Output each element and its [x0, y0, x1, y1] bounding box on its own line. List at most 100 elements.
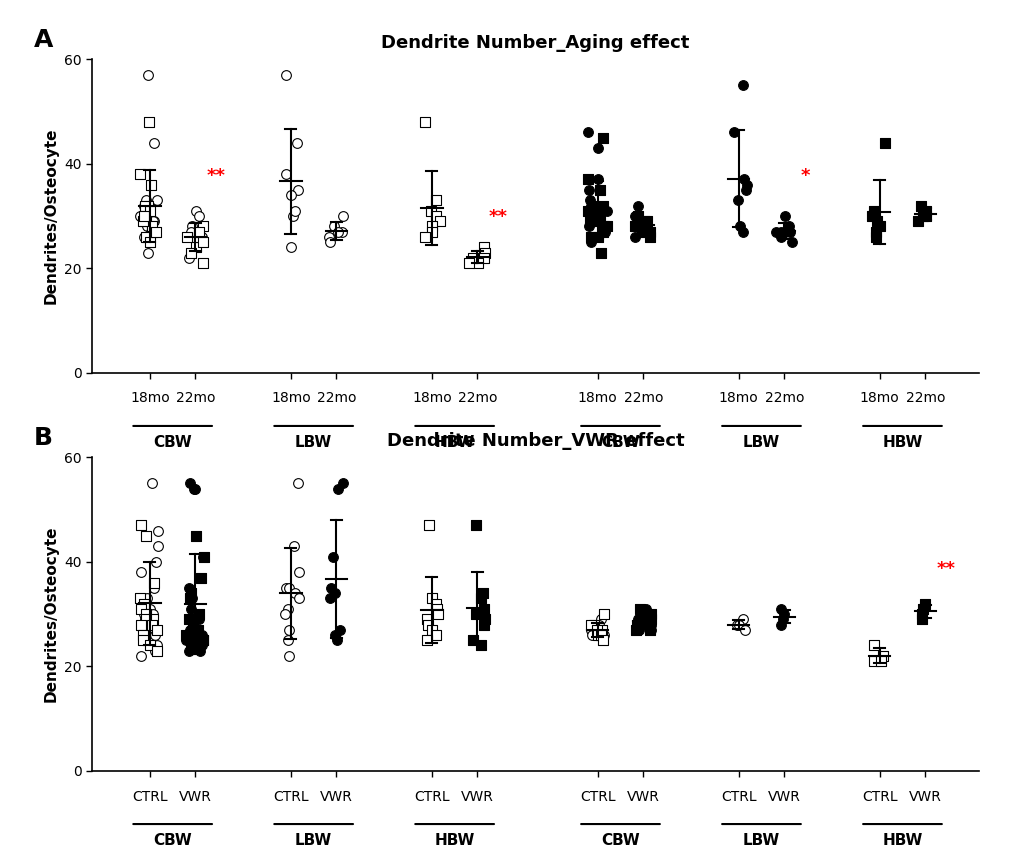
- Point: [182, 224, 199, 238]
- Text: HBW: HBW: [881, 435, 922, 451]
- Point: [142, 602, 158, 616]
- Point: [475, 241, 491, 254]
- Text: 18mo: 18mo: [859, 391, 899, 406]
- Point: [133, 209, 150, 223]
- Point: [137, 199, 153, 213]
- Point: [772, 230, 789, 244]
- Point: [865, 204, 881, 218]
- Point: [427, 209, 443, 223]
- Point: [736, 623, 752, 637]
- Point: [596, 224, 612, 238]
- Point: [582, 617, 598, 631]
- Point: [182, 602, 199, 616]
- Point: [321, 235, 337, 249]
- Point: [584, 214, 600, 228]
- Point: [138, 529, 154, 543]
- Point: [194, 628, 210, 642]
- Point: [147, 644, 163, 657]
- Point: [586, 230, 602, 244]
- Point: [477, 612, 493, 626]
- Point: [182, 246, 199, 259]
- Point: [195, 634, 211, 647]
- Point: [141, 204, 157, 218]
- Point: [191, 209, 207, 223]
- Point: [138, 612, 154, 626]
- Point: [140, 204, 156, 218]
- Point: [593, 623, 609, 637]
- Point: [642, 607, 658, 621]
- Point: [145, 607, 161, 621]
- Point: [916, 597, 932, 611]
- Point: [420, 617, 436, 631]
- Point: [639, 612, 655, 626]
- Point: [327, 628, 343, 642]
- Point: [629, 617, 645, 631]
- Point: [634, 219, 650, 233]
- Point: [633, 214, 649, 228]
- Text: 22mo: 22mo: [764, 391, 803, 406]
- Text: HBW: HBW: [434, 833, 475, 847]
- Point: [194, 235, 210, 249]
- Point: [627, 209, 643, 223]
- Point: [589, 173, 605, 186]
- Point: [774, 607, 791, 621]
- Point: [428, 597, 444, 611]
- Point: [634, 214, 650, 228]
- Point: [334, 477, 351, 490]
- Point: [136, 597, 152, 611]
- Point: [871, 219, 888, 233]
- Point: [581, 219, 597, 233]
- Point: [194, 230, 210, 244]
- Point: [594, 130, 610, 144]
- Point: [475, 251, 491, 264]
- Point: [587, 214, 603, 228]
- Point: [329, 634, 345, 647]
- Point: [187, 241, 204, 254]
- Point: [595, 634, 611, 647]
- Point: [589, 141, 605, 155]
- Point: [913, 607, 929, 621]
- Point: [282, 188, 299, 202]
- Point: [142, 639, 158, 652]
- Point: [913, 612, 929, 626]
- Text: CTRL: CTRL: [291, 476, 335, 491]
- Text: CBW: CBW: [600, 435, 639, 451]
- Point: [322, 591, 338, 605]
- Point: [780, 219, 796, 233]
- Point: [189, 639, 205, 652]
- Point: [149, 639, 165, 652]
- Point: [864, 639, 880, 652]
- Point: [279, 602, 296, 616]
- Point: [187, 224, 204, 238]
- Point: [634, 224, 650, 238]
- Point: [280, 649, 297, 662]
- Text: A: A: [34, 28, 53, 52]
- Point: [431, 214, 447, 228]
- Point: [642, 224, 658, 238]
- Point: [137, 612, 153, 626]
- Text: VWR: VWR: [320, 789, 353, 804]
- Point: [132, 649, 149, 662]
- Point: [477, 246, 493, 259]
- Point: [863, 209, 879, 223]
- Point: [468, 518, 484, 532]
- Point: [641, 230, 657, 244]
- Point: [146, 214, 162, 228]
- Point: [145, 612, 161, 626]
- Point: [147, 224, 163, 238]
- Point: [182, 586, 199, 600]
- Point: [136, 607, 152, 621]
- Point: [428, 193, 444, 207]
- Text: **: **: [207, 167, 225, 185]
- Point: [630, 617, 646, 631]
- Text: B: B: [34, 426, 53, 450]
- Text: CTRL: CTRL: [273, 789, 309, 804]
- Point: [133, 617, 150, 631]
- Point: [278, 68, 294, 81]
- Point: [579, 125, 595, 139]
- Point: [177, 634, 194, 647]
- Point: [729, 617, 745, 631]
- Point: [641, 623, 657, 637]
- Text: 22mo: 22mo: [175, 391, 215, 406]
- Point: [867, 230, 883, 244]
